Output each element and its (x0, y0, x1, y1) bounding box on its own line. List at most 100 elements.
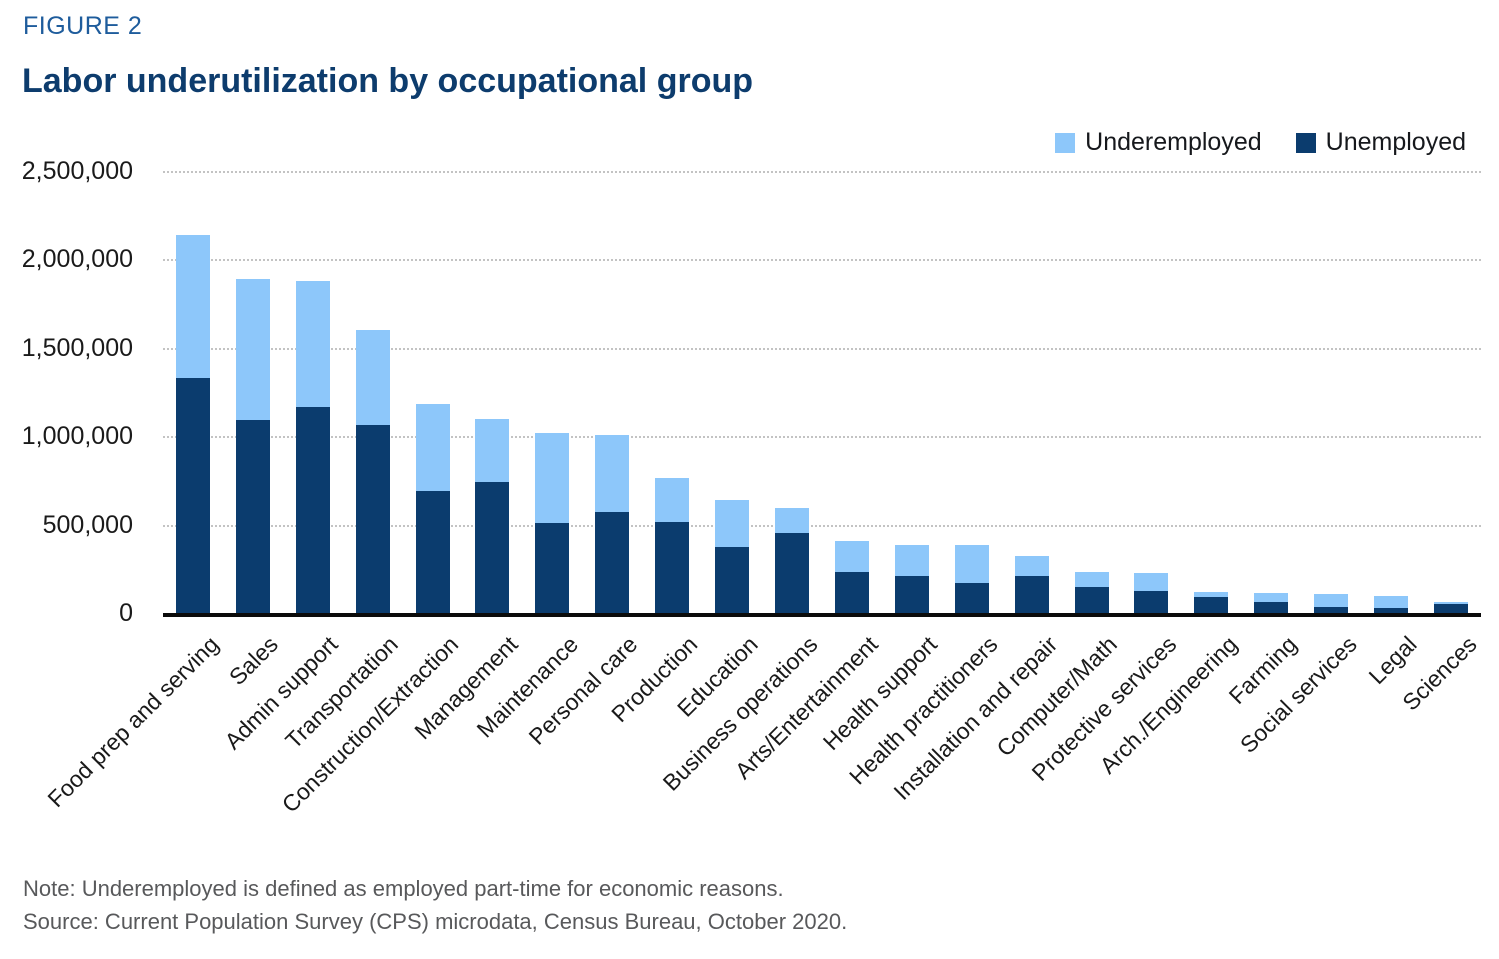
segment-underemployed-health-support (894, 545, 929, 576)
segment-underemployed-protective-services (1134, 573, 1169, 591)
bar-column-sciences (1421, 171, 1481, 613)
legend-item-unemployed: Unemployed (1295, 128, 1466, 157)
segment-underemployed-construction-extraction (415, 404, 450, 491)
bar-health-practitioners (954, 171, 989, 613)
segment-unemployed-sciences (1434, 604, 1469, 613)
bar-column-personal-care (582, 171, 642, 613)
unemployed-swatch-icon (1295, 132, 1316, 153)
bar-food-prep-and-serving (175, 171, 210, 613)
gridline-2000000 (163, 259, 1481, 262)
segment-unemployed-construction-extraction (415, 491, 450, 613)
segment-underemployed-social-services (1314, 593, 1349, 607)
y-tick-label-1500000: 1,500,000 (21, 333, 133, 362)
segment-underemployed-maintenance (535, 432, 570, 523)
segment-unemployed-sales (235, 420, 270, 613)
page-title: Labor underutilization by occupational g… (22, 62, 753, 100)
bar-arts-entertainment (834, 171, 869, 613)
bar-installation-and-repair (1014, 171, 1049, 613)
figure-label: FIGURE 2 (23, 12, 143, 40)
segment-unemployed-computer-math (1074, 587, 1109, 613)
bar-personal-care (595, 171, 630, 613)
bar-column-installation-and-repair (1002, 171, 1062, 613)
x-tick-label-food-prep-and-serving: Food prep and serving (42, 631, 224, 813)
bar-column-production (642, 171, 702, 613)
segment-underemployed-sales (235, 278, 270, 421)
segment-unemployed-food-prep-and-serving (175, 377, 210, 613)
segment-underemployed-education (715, 499, 750, 547)
legend-item-underemployed: Underemployed (1055, 128, 1262, 157)
bar-column-social-services (1301, 171, 1361, 613)
segment-underemployed-personal-care (595, 435, 630, 513)
segment-unemployed-health-practitioners (954, 582, 989, 613)
underemployed-swatch-icon (1055, 132, 1076, 153)
segment-unemployed-arch-engineering (1194, 597, 1229, 613)
segment-unemployed-management (475, 482, 510, 613)
segment-unemployed-arts-entertainment (834, 572, 869, 613)
bar-column-business-operations (762, 171, 822, 613)
legend-label-unemployed: Unemployed (1325, 128, 1466, 156)
segment-underemployed-health-practitioners (954, 544, 989, 583)
x-axis: Food prep and serving Sales Admin support T… (42, 617, 1481, 857)
source-text: Source: Current Population Survey (CPS) … (23, 909, 848, 934)
segment-underemployed-installation-and-repair (1014, 555, 1049, 576)
bar-column-education (702, 171, 762, 613)
bar-protective-services (1134, 171, 1169, 613)
segment-unemployed-protective-services (1134, 590, 1169, 613)
bar-farming (1254, 171, 1289, 613)
segment-underemployed-computer-math (1074, 571, 1109, 588)
bar-column-computer-math (1062, 171, 1122, 613)
y-axis: 0 500,000 1,000,000 1,500,000 2,000,000 2,500… (0, 157, 133, 627)
segment-underemployed-food-prep-and-serving (175, 234, 210, 378)
segment-underemployed-sciences (1434, 601, 1469, 605)
bar-transportation (355, 171, 390, 613)
y-tick-label-2000000: 2,000,000 (21, 245, 133, 274)
bar-column-management (463, 171, 523, 613)
legend: Underemployed Unemployed (1055, 128, 1466, 157)
bar-social-services (1314, 171, 1349, 613)
segment-underemployed-management (475, 418, 510, 483)
segment-unemployed-legal (1374, 607, 1409, 613)
segment-unemployed-installation-and-repair (1014, 575, 1049, 613)
bar-construction-extraction (415, 171, 450, 613)
bar-column-food-prep-and-serving (163, 171, 223, 613)
bar-column-maintenance (522, 171, 582, 613)
bar-column-farming (1241, 171, 1301, 613)
segment-underemployed-transportation (355, 330, 390, 425)
bar-legal (1374, 171, 1409, 613)
y-tick-label-500000: 500,000 (42, 510, 133, 539)
y-tick-label-2500000: 2,500,000 (21, 157, 133, 185)
bar-column-health-practitioners (942, 171, 1002, 613)
bar-education (715, 171, 750, 613)
bar-column-construction-extraction (403, 171, 463, 613)
bar-production (655, 171, 690, 613)
bar-business-operations (775, 171, 810, 613)
bar-health-support (894, 171, 929, 613)
segment-unemployed-production (655, 521, 690, 613)
segment-underemployed-business-operations (775, 507, 810, 534)
bar-column-health-support (882, 171, 942, 613)
bar-admin-support (295, 171, 330, 613)
legend-label-underemployed: Underemployed (1085, 128, 1262, 156)
gridline-1000000 (163, 436, 1481, 439)
bar-column-legal (1361, 171, 1421, 613)
segment-unemployed-personal-care (595, 512, 630, 613)
segment-unemployed-farming (1254, 602, 1289, 613)
segment-unemployed-transportation (355, 424, 390, 613)
gridline-1500000 (163, 347, 1481, 350)
segment-underemployed-arch-engineering (1194, 591, 1229, 598)
bar-maintenance (535, 171, 570, 613)
note-text: Note: Underemployed is defined as employ… (23, 876, 784, 901)
bar-arch-engineering (1194, 171, 1229, 613)
footnotes: Note: Underemployed is defined as employ… (23, 872, 847, 938)
segment-unemployed-social-services (1314, 606, 1349, 613)
bar-column-arts-entertainment (822, 171, 882, 613)
segment-unemployed-admin-support (295, 407, 330, 613)
segment-unemployed-health-support (894, 575, 929, 613)
y-tick-label-0: 0 (119, 599, 133, 627)
segment-underemployed-arts-entertainment (834, 540, 869, 573)
bar-column-sales (223, 171, 283, 613)
bar-computer-math (1074, 171, 1109, 613)
gridline-500000 (163, 524, 1481, 527)
bar-sales (235, 171, 270, 613)
